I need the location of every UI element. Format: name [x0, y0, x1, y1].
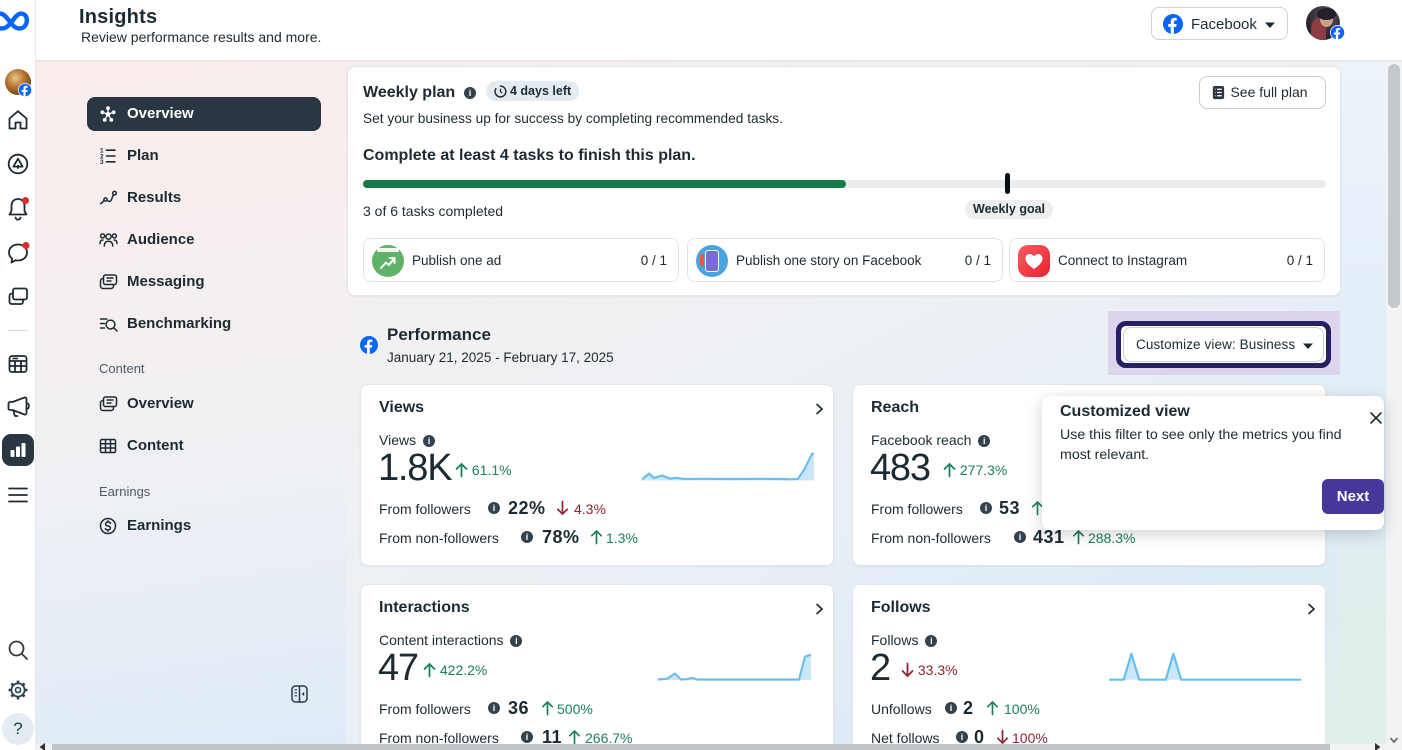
svg-text:1: 1	[100, 148, 104, 155]
svg-text:3: 3	[100, 159, 104, 165]
svg-text:2: 2	[100, 153, 104, 160]
